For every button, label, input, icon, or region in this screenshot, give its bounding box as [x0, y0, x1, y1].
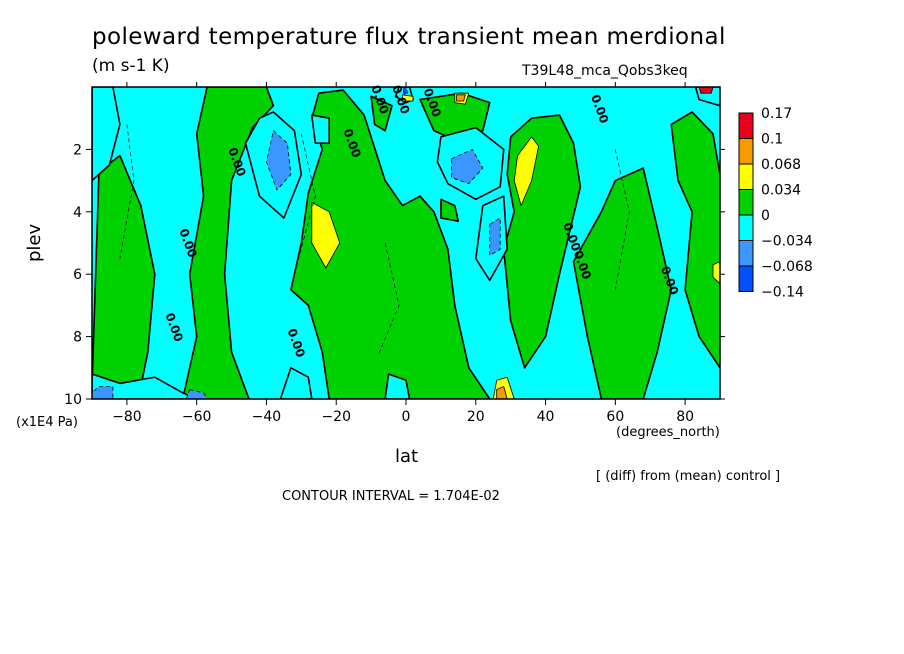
x-tick-label: 20 [467, 409, 485, 425]
colorbar-swatch [738, 138, 754, 165]
chart-title: poleward temperature flux transient mean… [92, 24, 726, 50]
x-tick-label: 0 [402, 409, 411, 425]
chart-units: (m s-1 K) [92, 56, 170, 76]
contour-region-pos2 [712, 261, 720, 285]
contour-region-pos3 [496, 386, 508, 399]
x-tick-label: −80 [112, 409, 142, 425]
contour-region-neg2 [185, 389, 208, 399]
colorbar-label: 0.1 [761, 132, 783, 148]
contour-region-neg2 [92, 386, 114, 399]
contour-region-neg3 [402, 87, 409, 96]
colorbar-swatch [738, 163, 754, 190]
colorbar-swatch [738, 112, 754, 139]
diff-note: [ (diff) from (mean) control ] [596, 469, 781, 484]
colorbar-label: 0.17 [761, 106, 792, 122]
contour-region-neg2 [265, 130, 292, 191]
run-label: T39L48_mca_Qobs3keq [522, 63, 688, 79]
contour-region-pos2 [311, 201, 341, 269]
x-tick-label: 60 [606, 409, 624, 425]
colorbar-label: −0.068 [761, 259, 813, 275]
contour-fills [92, 87, 720, 399]
contour-region-neg2 [450, 148, 484, 185]
colorbar-label: 0 [761, 208, 770, 224]
colorbar-swatch [738, 265, 754, 292]
colorbar-label: −0.14 [761, 285, 804, 301]
contour-line-dashed [614, 149, 630, 290]
contour-region-pos3 [456, 94, 466, 102]
contour-region-neg2 [489, 217, 501, 256]
contour-line-dashed [119, 124, 135, 259]
contour-region-pos1 [572, 167, 673, 399]
y-tick-label: 2 [73, 142, 82, 158]
y-tick-label: 10 [64, 392, 82, 408]
contour-line-dashed [294, 133, 316, 275]
x-tick-label: 80 [676, 409, 694, 425]
contour-region-pos2 [513, 136, 539, 207]
colorbar: 0.17 0.1 0.068 0.034 0 −0.034 −0.068 −0.14 [738, 106, 813, 301]
contour-region-pos4 [698, 87, 714, 94]
contour-region-neg1 [92, 87, 121, 182]
y-tick-label: 6 [73, 267, 82, 283]
x-tick-label: −40 [252, 409, 282, 425]
colorbar-swatch [738, 240, 754, 267]
y-tick-label: 4 [73, 205, 82, 221]
contour-interval: CONTOUR INTERVAL = 1.704E-02 [282, 489, 500, 504]
contour-region-pos1 [670, 111, 720, 369]
x-axis-label: lat [395, 446, 419, 467]
x-tick-label: 40 [537, 409, 555, 425]
x-tick-label: −20 [321, 409, 351, 425]
colorbar-swatch [738, 189, 754, 216]
contour-region-pos1 [440, 198, 460, 222]
x-axis-unit: (degrees_north) [616, 425, 720, 440]
y-tick-label: 8 [73, 330, 82, 346]
colorbar-label: 0.068 [761, 157, 801, 173]
colorbar-swatch [738, 214, 754, 241]
y-axis: 2 4 6 8 10 [64, 142, 725, 408]
x-axis: −80 −60 −40 −20 0 20 40 60 80 [112, 82, 694, 425]
contour-region-neg1 [310, 114, 331, 144]
x-tick-label: −60 [182, 409, 212, 425]
contour-region-neg1 [384, 373, 411, 399]
colorbar-label: −0.034 [761, 234, 813, 250]
contour-region-pos1 [181, 87, 275, 399]
contour-region-neg1 [92, 373, 198, 399]
y-axis-unit: (x1E4 Pa) [16, 415, 78, 430]
contour-region-pos1 [290, 89, 491, 399]
colorbar-label: 0.034 [761, 183, 801, 199]
contour-region-pos1 [370, 95, 393, 132]
contour-line-dashed [377, 242, 400, 356]
contour-region-pos2 [402, 94, 414, 102]
contour-region-neg1 [279, 366, 313, 399]
